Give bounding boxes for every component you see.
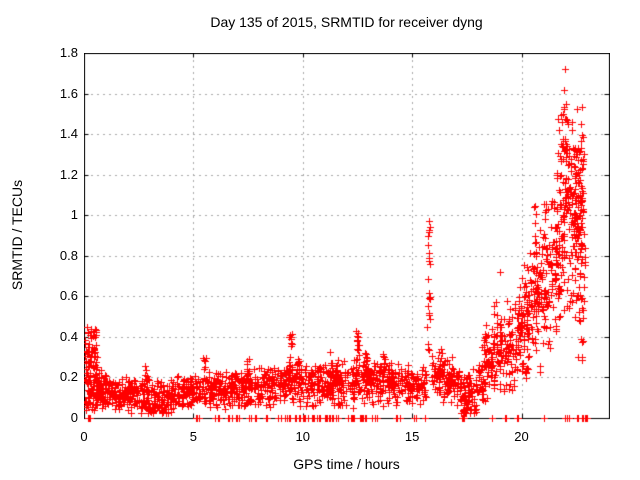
- y-tick-label: 1.6: [59, 85, 78, 101]
- x-axis-label: GPS time / hours: [293, 456, 400, 472]
- y-tick-label: 1.8: [59, 45, 78, 60]
- y-tick-label: 0: [70, 410, 78, 425]
- y-tick-label: 0.8: [59, 247, 78, 263]
- x-tick-label: 20: [514, 429, 529, 444]
- chart-title: Day 135 of 2015, SRMTID for receiver dyn…: [210, 14, 483, 30]
- plot-area: [84, 53, 610, 423]
- y-tick-label: 0.2: [59, 369, 78, 385]
- y-tick-label: 0.4: [59, 328, 78, 344]
- x-tick-label: 5: [189, 429, 197, 444]
- x-tick-label: 10: [295, 429, 310, 444]
- y-axis-label: SRMTID / TECUs: [9, 179, 25, 291]
- y-tick-label: 1: [70, 207, 78, 223]
- x-tick-label: 15: [404, 429, 420, 444]
- y-tick-label: 1.4: [59, 126, 78, 142]
- x-tick-label: 0: [80, 429, 88, 444]
- y-tick-label: 0.6: [59, 288, 78, 304]
- y-tick-label: 1.2: [59, 166, 78, 182]
